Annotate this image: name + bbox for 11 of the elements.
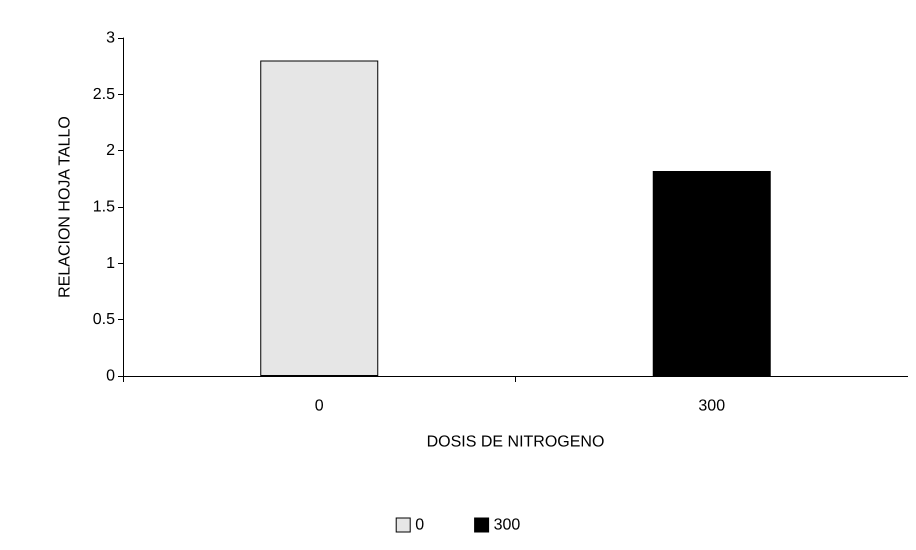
y-tick-label: 3	[106, 30, 116, 46]
legend-label: 0	[415, 516, 424, 534]
y-axis-title: RELACION HOJA TALLO	[56, 116, 74, 298]
y-tick-label: 1	[106, 254, 116, 272]
y-tick-label: 2.5	[92, 86, 116, 103]
y-tick-label: 2	[106, 142, 116, 160]
x-axis-title: DOSIS DE NITROGENO	[426, 434, 604, 450]
legend-label: 300	[494, 516, 520, 534]
y-tick-label: 0.5	[92, 311, 116, 328]
y-tick-label: 0	[106, 368, 116, 384]
y-tick-label: 1.5	[92, 198, 116, 216]
